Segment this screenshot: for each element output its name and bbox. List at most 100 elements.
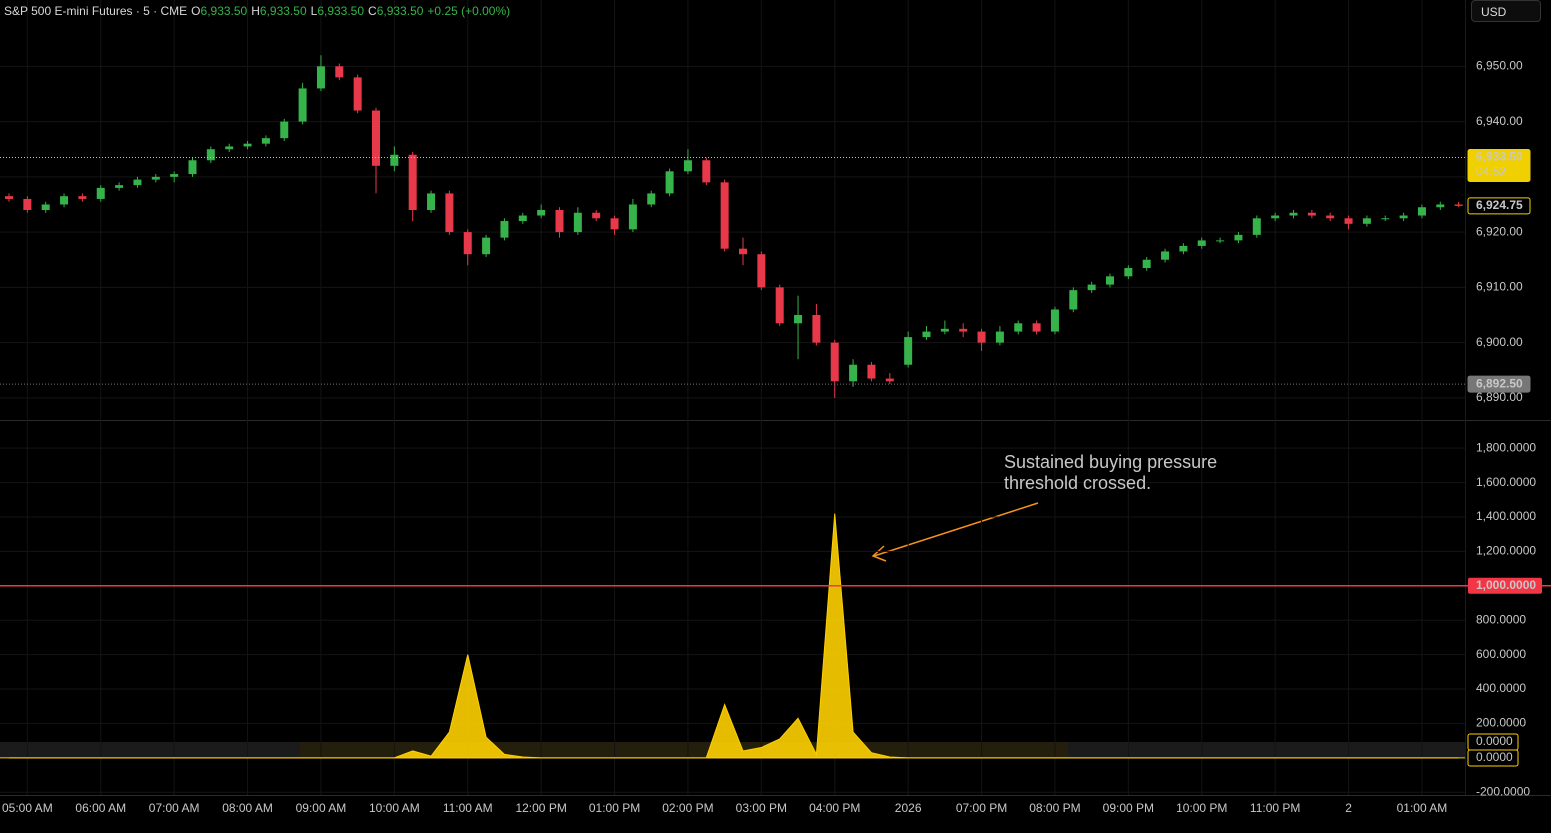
- x-tick-label: 10:00 AM: [369, 801, 420, 815]
- y-tick-label: 6,910.00: [1476, 280, 1523, 294]
- candle-body: [959, 328, 968, 332]
- legend-item: O: [191, 4, 201, 18]
- x-tick-label: 04:00 PM: [809, 801, 860, 815]
- y-tick-label: 200.0000: [1476, 716, 1526, 730]
- price-label-box: [1467, 375, 1531, 393]
- y-tick-label: 800.0000: [1476, 612, 1526, 626]
- candle-body: [41, 204, 50, 210]
- candle-body: [5, 196, 13, 199]
- candle-body: [555, 210, 564, 233]
- x-tick-label: 09:00 AM: [296, 801, 347, 815]
- y-tick-label: 6,920.00: [1476, 224, 1523, 238]
- candle-body: [977, 331, 986, 343]
- y-tick-label: 6,890.00: [1476, 390, 1523, 404]
- candle-body: [904, 337, 913, 365]
- y-tick-label: -200.0000: [1476, 784, 1530, 798]
- legend-item: H: [251, 4, 260, 18]
- x-tick-label: 06:00 AM: [75, 801, 126, 815]
- candle-body: [1307, 212, 1316, 216]
- candle-body: [390, 154, 399, 166]
- price-label-box: [1467, 149, 1531, 182]
- x-tick-label: 11:00 PM: [1250, 801, 1300, 815]
- x-tick-label: 2: [1345, 801, 1352, 815]
- x-tick-label: 12:00 PM: [515, 801, 566, 815]
- last-value-label: 0.0000: [1476, 750, 1513, 764]
- candle-body: [1087, 284, 1096, 291]
- y-tick-label: 1,600.0000: [1476, 475, 1536, 489]
- candle-body: [225, 146, 234, 150]
- x-tick-label: 10:00 PM: [1176, 801, 1227, 815]
- candle-body: [243, 143, 252, 147]
- candle-body: [849, 364, 858, 382]
- annotation: threshold crossed.: [1004, 473, 1151, 493]
- candle-body: [610, 218, 619, 230]
- candle-body: [867, 364, 876, 379]
- x-tick-label: 08:00 PM: [1029, 801, 1080, 815]
- y-tick-label: 1,400.0000: [1476, 509, 1536, 523]
- candle-body: [628, 204, 637, 230]
- candle-body: [702, 160, 711, 183]
- candle-body: [995, 331, 1004, 343]
- x-tick-label: 02:00 PM: [662, 801, 713, 815]
- candle-body: [482, 237, 491, 255]
- x-tick-label: 09:00 PM: [1103, 801, 1154, 815]
- candle-body: [757, 254, 766, 288]
- legend-item: C: [368, 4, 377, 18]
- candle-body: [537, 210, 546, 216]
- candle-body: [794, 315, 803, 324]
- x-tick-label: 07:00 PM: [956, 801, 1007, 815]
- annotation-arrow: [873, 502, 1039, 557]
- last-value-label: 0.0000: [1476, 734, 1513, 748]
- candle-body: [1381, 218, 1390, 220]
- candle-body: [427, 193, 436, 210]
- candle-body: [78, 196, 87, 199]
- candle-body: [830, 342, 839, 382]
- candle-body: [592, 212, 601, 219]
- candle-body: [1454, 204, 1463, 206]
- x-tick-label: 05:00 AM: [2, 801, 53, 815]
- price-label: 6,924.75: [1476, 198, 1523, 212]
- candle-body: [316, 66, 325, 89]
- candle-body: [1050, 309, 1059, 332]
- candle-body: [500, 221, 509, 238]
- candle-body: [1124, 268, 1133, 277]
- threshold-label-box: [1468, 577, 1542, 594]
- x-tick-label: 11:00 AM: [443, 801, 493, 815]
- candle-body: [573, 212, 582, 233]
- candle-body: [775, 287, 784, 324]
- candle-body: [1289, 212, 1298, 216]
- last-value-box: [1467, 749, 1519, 767]
- x-tick-label: 01:00 AM: [1397, 801, 1448, 815]
- x-tick-label: 01:00 PM: [589, 801, 640, 815]
- candle-body: [1142, 259, 1151, 269]
- candle-body: [408, 154, 417, 210]
- currency-button[interactable]: USD: [1471, 0, 1541, 22]
- y-tick-label: 6,900.00: [1476, 335, 1523, 349]
- candle-body: [720, 182, 729, 249]
- y-tick-label: 600.0000: [1476, 647, 1526, 661]
- candle-body: [335, 66, 344, 78]
- y-tick-label: 6,940.00: [1476, 114, 1523, 128]
- ohlc-pair: H6,933.50: [251, 4, 306, 18]
- price-label: 6,933.50: [1476, 150, 1523, 164]
- candle-body: [463, 232, 472, 255]
- candle-body: [1417, 207, 1426, 216]
- candle-body: [115, 185, 124, 188]
- candle-body: [812, 315, 821, 343]
- candle-body: [133, 179, 142, 186]
- threshold-label: 1,000.0000: [1476, 578, 1536, 592]
- legend: S&P 500 E-mini Futures · 5 · CME O 6,933.5…: [4, 4, 510, 18]
- candle-body: [151, 176, 160, 180]
- candle-body: [1399, 215, 1408, 219]
- annotation: Sustained buying pressure: [1004, 452, 1217, 472]
- candle-body: [518, 215, 527, 222]
- candle-body: [647, 193, 656, 205]
- y-tick-label: 1,800.0000: [1476, 440, 1536, 454]
- symbol: S&P 500 E-mini Futures · 5 · CME: [4, 4, 188, 18]
- legend-item: 6,933.50: [376, 4, 424, 18]
- x-tick-label: 03:00 PM: [736, 801, 787, 815]
- area: [9, 513, 1459, 759]
- candle-body: [280, 121, 289, 139]
- x-tick-label: 07:00 AM: [149, 801, 200, 815]
- legend-item: +0.25 (+0.00%): [427, 4, 511, 18]
